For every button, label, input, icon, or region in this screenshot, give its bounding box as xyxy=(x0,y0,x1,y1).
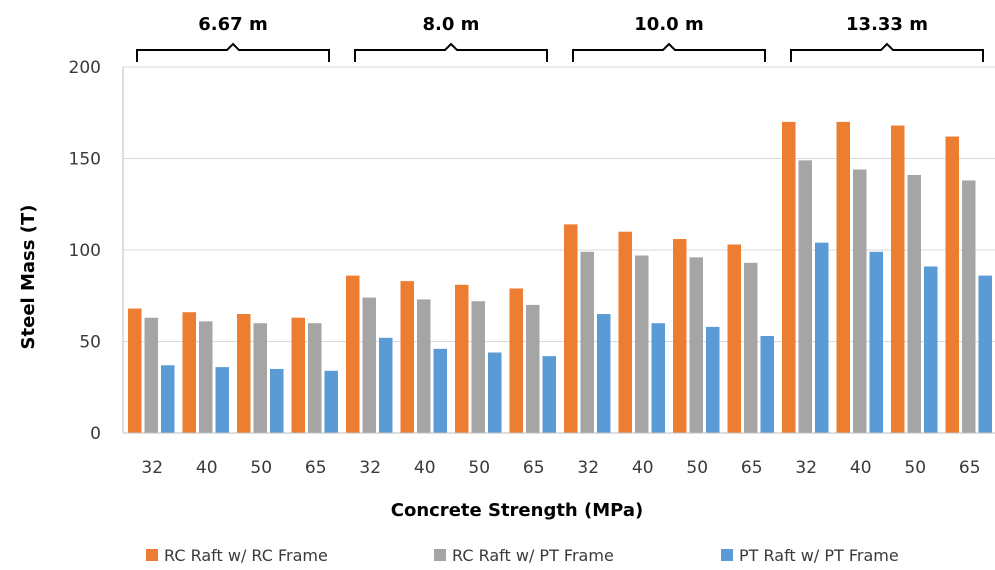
x-tick-label: 50 xyxy=(250,458,272,478)
x-tick-label: 50 xyxy=(904,458,926,478)
bars xyxy=(128,121,992,434)
axes xyxy=(122,67,995,434)
bar-pt-raft-w-pt-frame xyxy=(978,275,992,433)
bar-rc-raft-w-pt-frame xyxy=(798,160,812,433)
bar-pt-raft-w-pt-frame xyxy=(924,266,938,433)
bar-rc-raft-w-pt-frame xyxy=(853,169,867,434)
bar-pt-raft-w-pt-frame xyxy=(651,323,665,433)
bar-rc-raft-w-rc-frame xyxy=(237,314,251,433)
bar-pt-raft-w-pt-frame xyxy=(379,337,393,433)
bar-rc-raft-w-pt-frame xyxy=(362,297,376,433)
group-label: 10.0 m xyxy=(634,14,703,35)
y-tick-label: 150 xyxy=(69,150,101,170)
group-bracket xyxy=(572,42,766,62)
bar-rc-raft-w-rc-frame xyxy=(128,308,142,433)
bar-rc-raft-w-pt-frame xyxy=(962,180,976,433)
bar-rc-raft-w-pt-frame xyxy=(417,299,431,433)
bar-rc-raft-w-pt-frame xyxy=(199,321,213,433)
y-tick-label: 100 xyxy=(69,241,101,261)
y-tick-label: 200 xyxy=(69,58,101,78)
bar-pt-raft-w-pt-frame xyxy=(869,251,883,433)
bar-rc-raft-w-rc-frame xyxy=(945,136,959,434)
bar-pt-raft-w-pt-frame xyxy=(760,336,774,433)
bar-rc-raft-w-pt-frame xyxy=(526,304,540,433)
bar-pt-raft-w-pt-frame xyxy=(161,365,175,433)
bar-pt-raft-w-pt-frame xyxy=(488,352,502,433)
bar-rc-raft-w-pt-frame xyxy=(144,317,158,433)
bar-pt-raft-w-pt-frame xyxy=(815,242,829,433)
bar-rc-raft-w-rc-frame xyxy=(182,312,196,433)
group-bracket xyxy=(790,42,984,62)
bar-pt-raft-w-pt-frame xyxy=(270,368,284,433)
legend-label: RC Raft w/ PT Frame xyxy=(452,546,614,565)
x-tick-label: 32 xyxy=(359,458,381,478)
x-tick-labels: 32 40 50 65 32 40 50 65 32 40 50 65 32 40 50 65 xyxy=(141,458,980,478)
bar-rc-raft-w-pt-frame xyxy=(744,262,758,433)
bar-rc-raft-w-rc-frame xyxy=(673,239,687,433)
x-tick-label: 65 xyxy=(741,458,763,478)
x-tick-label: 40 xyxy=(414,458,436,478)
bar-rc-raft-w-rc-frame xyxy=(727,244,741,433)
y-tick-labels: 0 50 100 150 200 xyxy=(69,58,101,444)
legend-swatch xyxy=(434,549,446,561)
bar-rc-raft-w-rc-frame xyxy=(291,317,305,433)
bar-rc-raft-w-rc-frame xyxy=(400,281,414,433)
x-axis-title: Concrete Strength (MPa) xyxy=(391,500,643,521)
legend-swatch xyxy=(146,549,158,561)
y-tick-label: 50 xyxy=(79,333,101,353)
x-tick-label: 40 xyxy=(632,458,654,478)
bar-rc-raft-w-pt-frame xyxy=(907,174,921,433)
legend-label: PT Raft w/ PT Frame xyxy=(739,546,899,565)
bar-rc-raft-w-rc-frame xyxy=(346,275,360,433)
bar-rc-raft-w-rc-frame xyxy=(564,224,578,433)
bar-rc-raft-w-rc-frame xyxy=(509,288,523,433)
group-label: 13.33 m xyxy=(846,14,928,35)
legend-label: RC Raft w/ RC Frame xyxy=(164,546,328,565)
bar-pt-raft-w-pt-frame xyxy=(542,356,556,433)
y-axis-title: Steel Mass (T) xyxy=(18,205,39,350)
bar-pt-raft-w-pt-frame xyxy=(706,326,720,433)
group-label: 8.0 m xyxy=(423,14,480,35)
bar-rc-raft-w-rc-frame xyxy=(891,125,905,433)
bar-rc-raft-w-pt-frame xyxy=(253,323,267,433)
bar-pt-raft-w-pt-frame xyxy=(597,314,611,433)
bar-pt-raft-w-pt-frame xyxy=(433,348,447,433)
group-label: 6.67 m xyxy=(198,14,267,35)
bar-rc-raft-w-pt-frame xyxy=(308,323,322,433)
bar-rc-raft-w-rc-frame xyxy=(836,121,850,434)
x-tick-label: 40 xyxy=(196,458,218,478)
legend-swatch xyxy=(721,549,733,561)
x-tick-label: 50 xyxy=(686,458,708,478)
x-tick-label: 32 xyxy=(141,458,163,478)
bar-pt-raft-w-pt-frame xyxy=(215,367,229,433)
bar-rc-raft-w-pt-frame xyxy=(580,251,594,433)
bar-rc-raft-w-pt-frame xyxy=(689,257,703,433)
y-tick-label: 0 xyxy=(90,424,101,444)
x-tick-label: 32 xyxy=(577,458,599,478)
legend: RC Raft w/ RC Frame RC Raft w/ PT Frame PT… xyxy=(146,546,899,565)
group-bracket xyxy=(354,42,548,62)
group-bracket xyxy=(136,42,330,62)
x-tick-label: 32 xyxy=(795,458,817,478)
x-tick-label: 65 xyxy=(959,458,981,478)
bar-rc-raft-w-pt-frame xyxy=(635,255,649,433)
bar-rc-raft-w-rc-frame xyxy=(782,121,796,434)
x-tick-label: 40 xyxy=(850,458,872,478)
bar-rc-raft-w-rc-frame xyxy=(618,231,632,433)
group-brackets: 6.67 m 8.0 m 10.0 m 13.33 m xyxy=(136,14,984,62)
bar-rc-raft-w-pt-frame xyxy=(471,301,485,433)
bar-pt-raft-w-pt-frame xyxy=(324,370,338,433)
x-tick-label: 65 xyxy=(305,458,327,478)
x-tick-label: 50 xyxy=(468,458,490,478)
bar-rc-raft-w-rc-frame xyxy=(455,284,469,433)
x-tick-label: 65 xyxy=(523,458,545,478)
